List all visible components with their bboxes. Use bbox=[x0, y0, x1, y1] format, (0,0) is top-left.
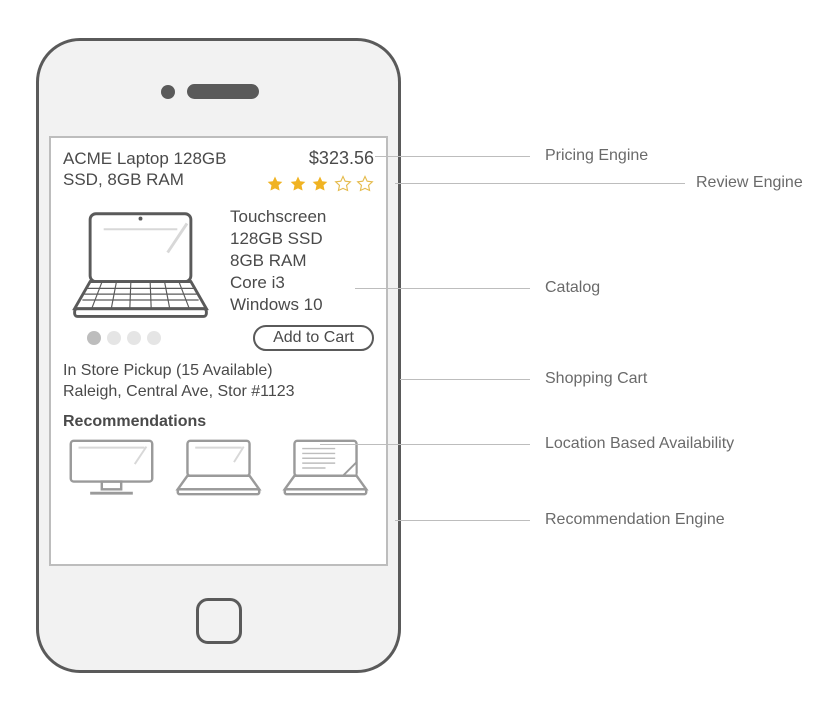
phone-screen: ACME Laptop 128GB SSD, 8GB RAM $323.56 bbox=[49, 136, 388, 566]
callout-review: Review Engine bbox=[696, 174, 803, 192]
star-icon bbox=[311, 175, 329, 193]
pager-dot[interactable] bbox=[107, 331, 121, 345]
availability-line: In Store Pickup (15 Available) bbox=[63, 361, 374, 382]
star-icon bbox=[266, 175, 284, 193]
recommendations-heading: Recommendations bbox=[63, 413, 374, 431]
phone-camera-dot bbox=[161, 85, 175, 99]
product-image-laptop-icon bbox=[63, 206, 218, 321]
phone-home-button[interactable] bbox=[196, 598, 242, 644]
star-outline-icon bbox=[356, 175, 374, 193]
product-title-line2: SSD, 8GB RAM bbox=[63, 169, 226, 190]
product-title: ACME Laptop 128GB SSD, 8GB RAM bbox=[63, 148, 226, 191]
recommendation-monitor-icon[interactable] bbox=[63, 435, 160, 500]
recommendations-row bbox=[63, 435, 374, 500]
star-icon bbox=[289, 175, 307, 193]
callout-line bbox=[395, 183, 685, 184]
callout-location: Location Based Availability bbox=[545, 435, 734, 453]
spec-item: 128GB SSD bbox=[230, 228, 326, 250]
pager-dot[interactable] bbox=[87, 331, 101, 345]
rating-stars[interactable] bbox=[266, 175, 374, 198]
availability-block: In Store Pickup (15 Available) Raleigh, … bbox=[63, 361, 374, 403]
product-specs: Touchscreen 128GB SSD 8GB RAM Core i3 Wi… bbox=[230, 206, 326, 321]
callout-recommendation: Recommendation Engine bbox=[545, 511, 725, 529]
product-title-line1: ACME Laptop 128GB bbox=[63, 148, 226, 169]
phone-frame: ACME Laptop 128GB SSD, 8GB RAM $323.56 bbox=[36, 38, 401, 673]
callout-catalog: Catalog bbox=[545, 279, 600, 297]
spec-item: 8GB RAM bbox=[230, 250, 326, 272]
availability-line: Raleigh, Central Ave, Stor #1123 bbox=[63, 382, 374, 403]
callout-pricing: Pricing Engine bbox=[545, 147, 648, 165]
callout-line bbox=[395, 520, 530, 521]
spec-item: Core i3 bbox=[230, 272, 326, 294]
spec-item: Touchscreen bbox=[230, 206, 326, 228]
image-pager[interactable] bbox=[87, 331, 161, 345]
phone-speaker bbox=[187, 84, 259, 99]
spec-item: Windows 10 bbox=[230, 294, 326, 316]
pager-dot[interactable] bbox=[147, 331, 161, 345]
recommendation-laptop-icon[interactable] bbox=[170, 435, 267, 500]
callout-line bbox=[400, 379, 530, 380]
product-price: $323.56 bbox=[266, 148, 374, 169]
add-to-cart-button[interactable]: Add to Cart bbox=[253, 325, 374, 351]
pager-dot[interactable] bbox=[127, 331, 141, 345]
star-outline-icon bbox=[334, 175, 352, 193]
recommendation-document-laptop-icon[interactable] bbox=[277, 435, 374, 500]
callout-cart: Shopping Cart bbox=[545, 370, 647, 388]
